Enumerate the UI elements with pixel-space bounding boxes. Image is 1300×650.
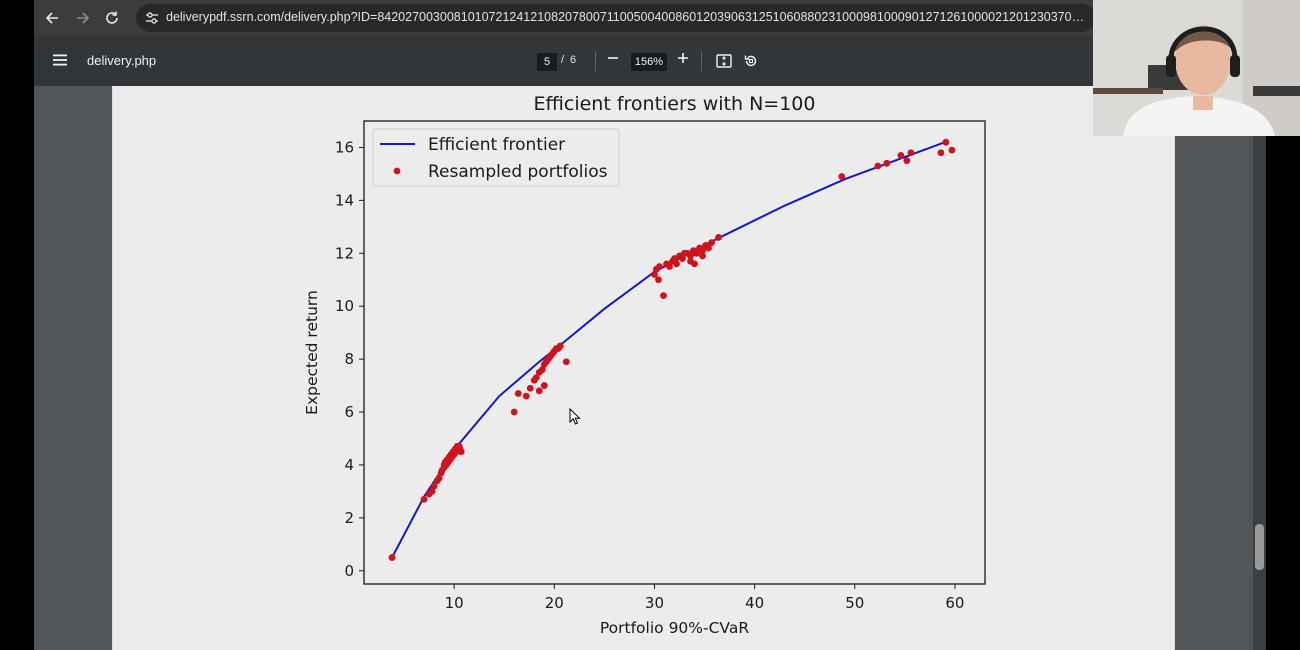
x-tick-label: 40: [745, 594, 764, 612]
resampled-portfolio-point: [532, 374, 540, 382]
resampled-portfolio-point: [420, 495, 428, 503]
resampled-portfolio-point: [430, 482, 438, 490]
zoom-in-icon[interactable]: [674, 49, 692, 72]
resampled-portfolio-point: [457, 448, 465, 456]
resampled-portfolio-point: [937, 149, 945, 157]
resampled-portfolio-point: [514, 390, 522, 397]
mouse-cursor-icon: [569, 408, 581, 425]
page-separator: /: [561, 54, 565, 66]
resampled-portfolio-point: [526, 384, 534, 392]
resampled-portfolio-point: [883, 159, 891, 167]
resampled-portfolio-point: [428, 488, 436, 495]
rotate-icon[interactable]: [743, 53, 759, 69]
chart-title: Efficient frontiers with N=100: [534, 93, 816, 115]
resampled-portfolio-point: [538, 366, 546, 374]
address-bar: deliverypdf.ssrn.com/delivery.php?ID=842…: [34, 0, 1266, 36]
pdf-toolbar: delivery.php 5 / 6 156%: [34, 36, 1266, 86]
scrollbar-track[interactable]: [1253, 86, 1266, 650]
pdf-page: Efficient frontiers with N=100 10 20 30 40 50…: [112, 86, 1175, 650]
toolbar-divider: [595, 51, 596, 71]
resampled-portfolio-point: [907, 149, 915, 157]
resampled-portfolio-point: [715, 234, 722, 241]
y-tick-label: 6: [344, 403, 354, 421]
resampled-portfolio-point: [693, 249, 700, 257]
resampled-portfolio-point: [838, 173, 846, 180]
y-tick-label: 12: [335, 244, 354, 262]
resampled-portfolio-point: [705, 244, 712, 252]
page-number-input[interactable]: 5: [537, 53, 557, 71]
page-total: 6: [570, 54, 577, 66]
x-tick-label: 10: [445, 594, 464, 612]
x-tick-label: 50: [845, 594, 864, 612]
x-tick-label: 20: [545, 594, 564, 612]
url-text: deliverypdf.ssrn.com/delivery.php?ID=842…: [166, 10, 1086, 24]
resampled-portfolio-point: [671, 255, 678, 262]
x-tick-label: 60: [945, 594, 964, 612]
resampled-portfolio-point: [679, 255, 686, 262]
resampled-portfolio-point: [562, 358, 570, 366]
legend-box: [372, 128, 620, 187]
resampled-portfolio-point: [660, 292, 667, 300]
y-tick-label: 8: [344, 350, 354, 368]
resampled-portfolio-point: [708, 239, 715, 247]
y-tick-label: 4: [344, 456, 354, 474]
resampled-portfolio-point: [651, 271, 658, 278]
back-arrow-icon[interactable]: [44, 9, 62, 27]
resampled-portfolio-point: [522, 392, 530, 400]
toolbar-divider: [701, 51, 702, 71]
url-field[interactable]: deliverypdf.ssrn.com/delivery.php?ID=842…: [136, 4, 1096, 32]
resampled-portfolio-point: [388, 554, 396, 561]
resampled-portfolio-point: [874, 162, 882, 170]
x-axis-label: Portfolio 90%-CVaR: [600, 619, 749, 637]
presenter-video: [1093, 0, 1300, 136]
resampled-portfolio-point: [435, 474, 443, 482]
reload-icon[interactable]: [103, 9, 121, 27]
menu-icon[interactable]: [52, 52, 68, 68]
resampled-portfolio-point: [687, 252, 694, 260]
y-tick-label: 10: [335, 297, 354, 315]
resampled-portfolio-point: [691, 260, 698, 268]
y-axis-label: Expected return: [303, 290, 321, 415]
resampled-portfolio-point: [903, 157, 911, 165]
webcam-overlay: [1093, 0, 1300, 136]
forward-arrow-icon[interactable]: [73, 9, 91, 27]
site-info-icon[interactable]: [144, 10, 160, 26]
y-tick-label: 14: [335, 191, 354, 209]
resampled-portfolio-point: [510, 408, 518, 416]
resampled-portfolio-point: [556, 342, 564, 350]
resampled-portfolio-point: [535, 387, 543, 395]
scrollbar-thumb[interactable]: [1255, 524, 1264, 570]
resampled-portfolio-point: [897, 151, 905, 159]
browser-window: deliverypdf.ssrn.com/delivery.php?ID=842…: [34, 0, 1266, 650]
legend-label: Efficient frontier: [428, 135, 565, 155]
resampled-portfolio-point: [655, 276, 662, 284]
resampled-portfolio-point: [948, 146, 956, 154]
legend-label: Resampled portfolios: [428, 162, 608, 182]
resampled-portfolio-point: [656, 263, 663, 270]
plot-frame: [363, 120, 986, 585]
fit-to-page-icon[interactable]: [716, 53, 732, 69]
resampled-portfolio-point: [673, 260, 680, 268]
resampled-portfolio-point: [699, 247, 706, 255]
resampled-portfolio-point: [666, 263, 673, 270]
x-tick-label: 30: [645, 594, 664, 612]
resampled-portfolio-point: [699, 252, 706, 260]
y-tick-label: 2: [344, 509, 354, 527]
resampled-portfolio-point: [942, 138, 950, 146]
efficient-frontier-line: [391, 141, 946, 559]
y-tick-label: 0: [344, 562, 354, 580]
zoom-out-icon[interactable]: [604, 49, 622, 72]
document-title: delivery.php: [87, 53, 157, 68]
pdf-viewer[interactable]: Efficient frontiers with N=100 10 20 30 40 50…: [34, 86, 1266, 650]
y-tick-label: 16: [335, 138, 354, 156]
zoom-level-input[interactable]: 156%: [631, 53, 667, 71]
legend-swatch-point: [393, 167, 401, 175]
resampled-portfolio-point: [540, 382, 548, 389]
